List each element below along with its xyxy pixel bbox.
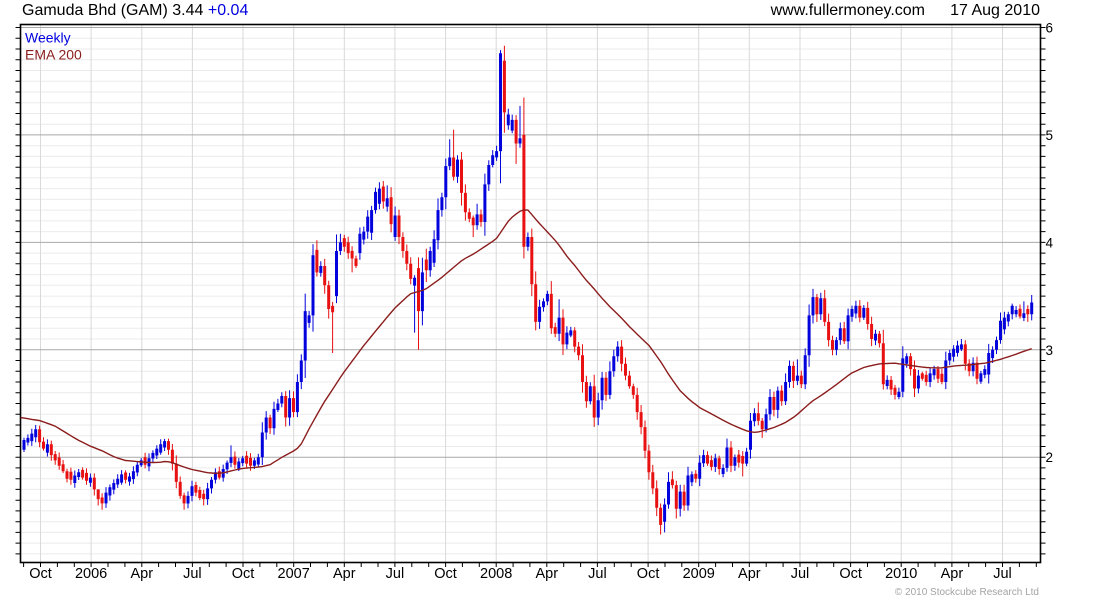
svg-text:Gamuda Bhd (GAM) 3.44 +0.04: Gamuda Bhd (GAM) 3.44 +0.04 bbox=[22, 2, 248, 19]
svg-text:3: 3 bbox=[1046, 343, 1054, 358]
svg-text:Oct: Oct bbox=[29, 566, 52, 582]
svg-text:Apr: Apr bbox=[941, 566, 964, 582]
svg-text:Weekly: Weekly bbox=[25, 30, 71, 46]
svg-text:Jul: Jul bbox=[588, 566, 607, 582]
svg-text:2008: 2008 bbox=[480, 566, 512, 582]
svg-text:Jul: Jul bbox=[993, 566, 1012, 582]
svg-text:EMA 200: EMA 200 bbox=[25, 47, 82, 63]
svg-text:Apr: Apr bbox=[738, 566, 761, 582]
svg-text:2009: 2009 bbox=[683, 566, 715, 582]
svg-text:Jul: Jul bbox=[386, 566, 405, 582]
svg-text:Jul: Jul bbox=[791, 566, 810, 582]
svg-text:www.fullermoney.com: www.fullermoney.com bbox=[770, 2, 925, 19]
svg-text:Oct: Oct bbox=[232, 566, 255, 582]
svg-text:Oct: Oct bbox=[434, 566, 457, 582]
svg-text:5: 5 bbox=[1046, 128, 1054, 143]
svg-text:Apr: Apr bbox=[333, 566, 356, 582]
svg-text:6: 6 bbox=[1046, 21, 1054, 36]
svg-text:Apr: Apr bbox=[536, 566, 559, 582]
svg-text:© 2010 Stockcube Research Ltd: © 2010 Stockcube Research Ltd bbox=[895, 587, 1039, 598]
svg-text:4: 4 bbox=[1046, 235, 1054, 250]
svg-text:2010: 2010 bbox=[885, 566, 917, 582]
svg-text:17 Aug 2010: 17 Aug 2010 bbox=[950, 2, 1040, 19]
svg-text:Oct: Oct bbox=[839, 566, 862, 582]
svg-text:Jul: Jul bbox=[183, 566, 202, 582]
svg-text:2007: 2007 bbox=[278, 566, 310, 582]
svg-text:2: 2 bbox=[1046, 450, 1054, 465]
svg-text:2006: 2006 bbox=[75, 566, 107, 582]
svg-text:Oct: Oct bbox=[637, 566, 660, 582]
svg-text:Apr: Apr bbox=[130, 566, 153, 582]
